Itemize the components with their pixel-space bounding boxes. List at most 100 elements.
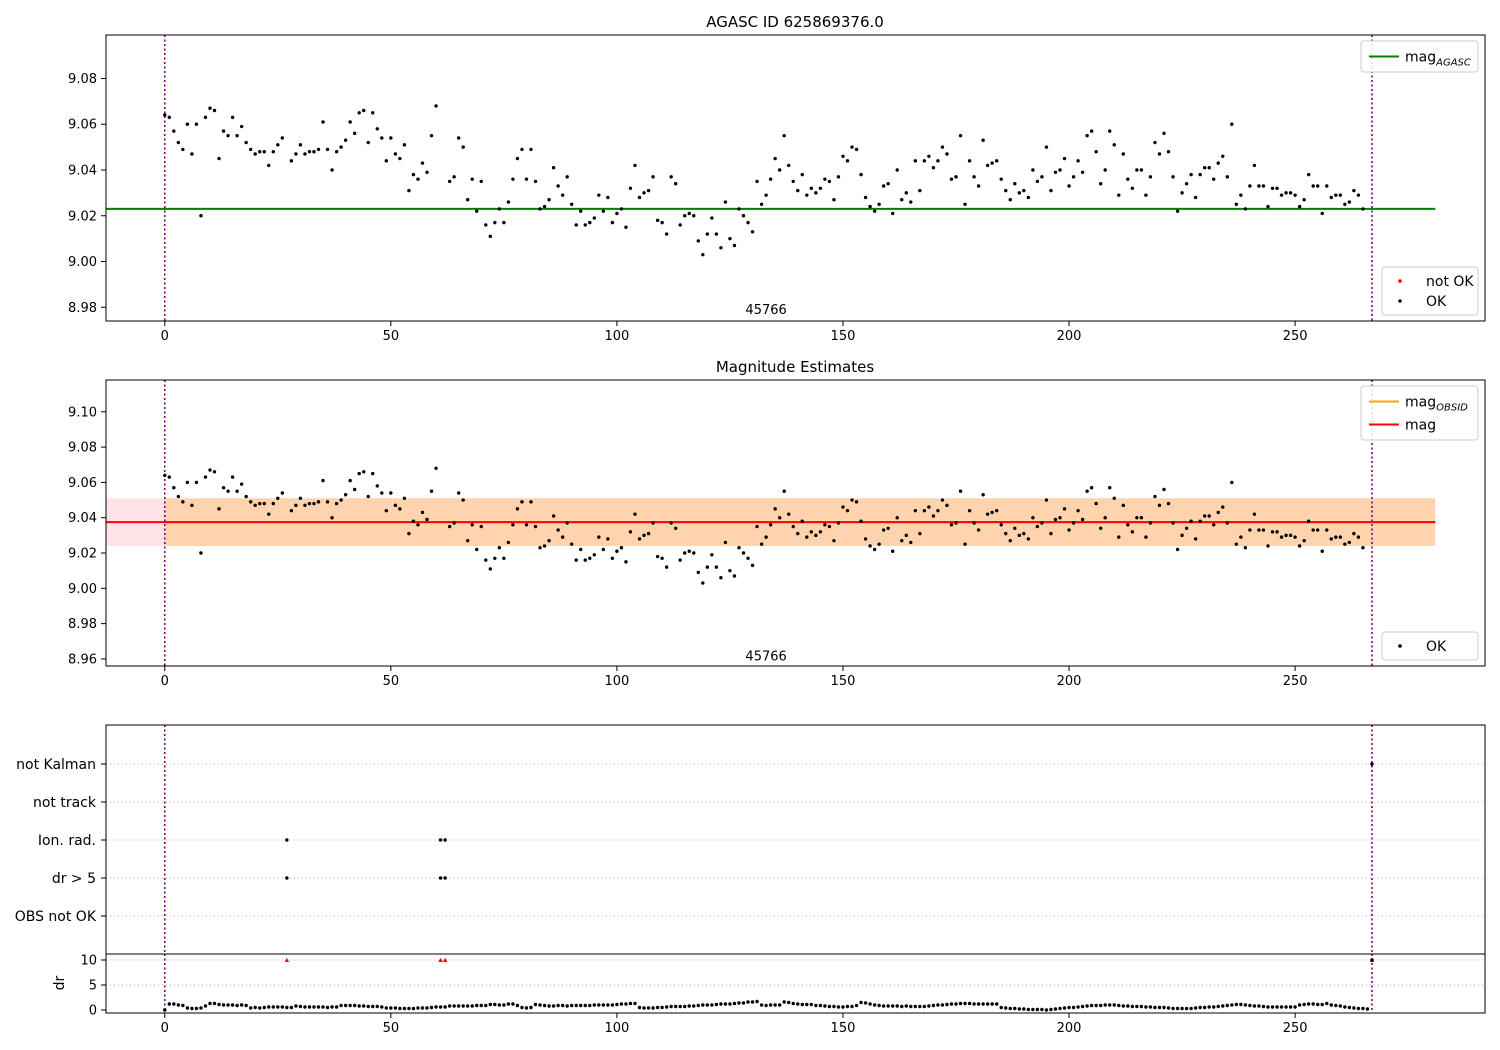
agasc-panel-frame xyxy=(105,34,1486,322)
data-point xyxy=(226,489,230,493)
data-point xyxy=(683,214,687,218)
data-point xyxy=(1026,537,1031,541)
data-point xyxy=(1112,496,1116,500)
data-point xyxy=(1279,1005,1284,1009)
data-point xyxy=(226,133,230,138)
data-point xyxy=(945,152,949,156)
data-point xyxy=(447,179,452,184)
data-point xyxy=(768,177,773,181)
data-point xyxy=(488,234,493,239)
legend-dot-swatch xyxy=(1398,279,1402,283)
data-point xyxy=(791,1001,795,1006)
data-point xyxy=(248,1006,253,1010)
data-point xyxy=(1126,523,1130,527)
magnitude-panel: Magnitude Estimates 0501001502002503008.… xyxy=(68,358,1486,689)
data-point xyxy=(1004,188,1008,193)
data-point xyxy=(447,524,452,529)
data-point xyxy=(321,1005,325,1009)
legend-label: OK xyxy=(1426,639,1447,655)
data-point xyxy=(999,1005,1003,1010)
data-point xyxy=(579,1003,583,1008)
data-point xyxy=(1035,179,1040,184)
data-point xyxy=(994,159,999,163)
y-tick-label: 9.04 xyxy=(68,163,97,178)
data-point xyxy=(1248,528,1252,532)
data-point xyxy=(1031,168,1035,172)
data-point xyxy=(669,1004,673,1009)
data-point xyxy=(1053,517,1058,522)
data-point xyxy=(1334,1003,1338,1008)
data-point xyxy=(633,163,637,168)
data-point xyxy=(1121,152,1125,156)
data-point xyxy=(728,236,732,241)
data-point xyxy=(841,505,845,509)
data-point xyxy=(172,1002,176,1006)
data-point xyxy=(574,1003,578,1008)
data-point xyxy=(1022,188,1026,193)
data-point xyxy=(1279,535,1284,539)
data-point xyxy=(823,177,827,181)
data-point xyxy=(615,549,619,553)
data-point xyxy=(1067,1005,1071,1010)
data-point xyxy=(1135,1004,1139,1009)
data-point xyxy=(619,207,624,211)
data-point xyxy=(764,1003,768,1008)
data-point xyxy=(235,133,239,138)
data-point xyxy=(583,1003,587,1008)
data-point xyxy=(900,538,904,543)
data-point xyxy=(963,1001,967,1006)
data-point xyxy=(1266,204,1270,209)
data-point xyxy=(673,182,678,186)
data-point xyxy=(199,1006,203,1010)
data-point xyxy=(1306,1002,1311,1006)
y-tick-label: 9.02 xyxy=(68,547,97,562)
data-point xyxy=(515,1003,520,1008)
data-point xyxy=(1198,172,1202,177)
data-point xyxy=(877,1003,881,1008)
data-point xyxy=(456,491,461,495)
data-point xyxy=(167,115,171,120)
data-point xyxy=(167,1002,171,1006)
x-tick-label: 50 xyxy=(383,674,400,689)
data-point xyxy=(470,1004,474,1008)
data-point xyxy=(836,1005,841,1009)
data-point xyxy=(949,1002,954,1006)
data-point xyxy=(1370,762,1374,766)
data-point xyxy=(208,106,212,110)
data-point xyxy=(181,1003,185,1008)
data-point xyxy=(285,1005,289,1010)
data-point xyxy=(637,195,642,200)
data-point xyxy=(687,211,691,216)
data-point xyxy=(660,220,664,225)
data-point xyxy=(1035,524,1040,529)
data-point xyxy=(163,113,167,117)
data-point xyxy=(664,232,669,236)
data-point xyxy=(814,1003,818,1008)
data-point xyxy=(190,1006,194,1011)
data-point xyxy=(678,558,682,562)
data-point xyxy=(438,876,443,880)
data-point xyxy=(1094,501,1098,506)
data-point xyxy=(1306,172,1311,177)
data-point xyxy=(230,475,235,479)
data-point xyxy=(583,558,587,562)
data-point xyxy=(452,175,456,179)
data-point xyxy=(551,514,556,518)
data-point xyxy=(1302,198,1306,202)
legend-dot-swatch xyxy=(1398,299,1402,303)
data-point xyxy=(1067,528,1071,532)
data-point xyxy=(1180,1006,1184,1011)
data-point xyxy=(999,177,1003,181)
data-point xyxy=(389,136,393,140)
data-point xyxy=(881,528,886,532)
data-point xyxy=(371,471,375,476)
data-point xyxy=(407,188,411,193)
data-point xyxy=(217,507,221,511)
data-point xyxy=(1288,191,1293,195)
data-point xyxy=(1239,193,1243,197)
data-point xyxy=(1103,1003,1107,1007)
data-point xyxy=(990,510,994,515)
data-point xyxy=(1239,1002,1243,1007)
data-point xyxy=(1126,1004,1130,1008)
